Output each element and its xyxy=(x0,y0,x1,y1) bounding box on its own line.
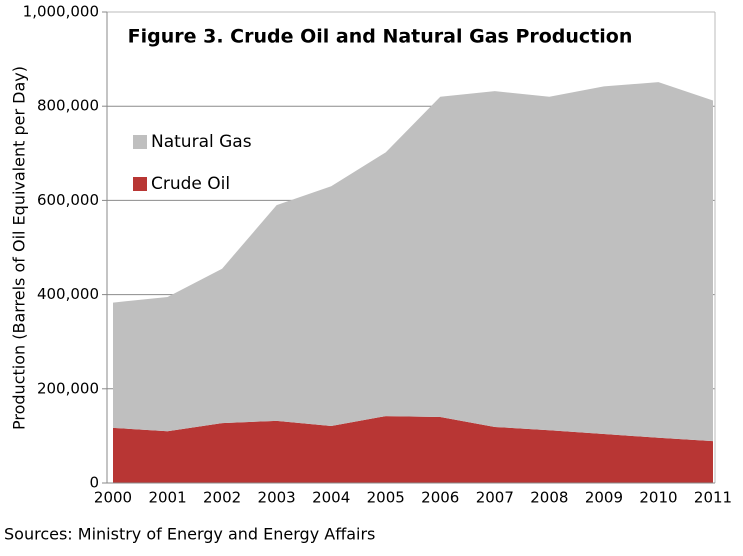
x-tick-label: 2007 xyxy=(476,489,514,507)
x-tick-label: 2003 xyxy=(258,489,296,507)
y-tick-label: 200,000 xyxy=(37,379,99,397)
x-tick-label: 2010 xyxy=(639,489,677,507)
x-tick-label: 2000 xyxy=(94,489,132,507)
x-tick-label: 2004 xyxy=(312,489,350,507)
x-tick-label: 2002 xyxy=(203,489,241,507)
x-tick-label: 2005 xyxy=(367,489,405,507)
y-tick-label: 600,000 xyxy=(37,191,99,209)
legend-label: Natural Gas xyxy=(151,132,252,152)
legend-label: Crude Oil xyxy=(151,174,230,194)
x-tick-label: 2001 xyxy=(148,489,186,507)
x-tick-label: 2009 xyxy=(585,489,623,507)
legend-swatch xyxy=(133,135,147,149)
y-tick-label: 1,000,000 xyxy=(23,3,99,21)
x-tick-label: 2011 xyxy=(694,489,732,507)
legend-swatch xyxy=(133,177,147,191)
y-axis-label: Production (Barrels of Oil Equivalent pe… xyxy=(10,66,29,430)
area xyxy=(113,82,713,442)
y-tick-label: 0 xyxy=(89,474,99,492)
y-tick-label: 400,000 xyxy=(37,285,99,303)
chart-title: Figure 3. Crude Oil and Natural Gas Prod… xyxy=(128,26,633,48)
y-tick-label: 800,000 xyxy=(37,97,99,115)
source-note: Sources: Ministry of Energy and Energy A… xyxy=(4,525,375,544)
x-tick-label: 2006 xyxy=(421,489,459,507)
x-tick-label: 2008 xyxy=(530,489,568,507)
area xyxy=(113,416,713,483)
